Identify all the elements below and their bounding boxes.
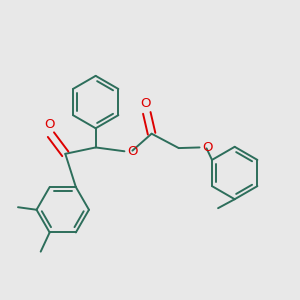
- Text: O: O: [140, 97, 151, 110]
- Text: O: O: [202, 141, 213, 154]
- Text: O: O: [44, 118, 55, 131]
- Text: O: O: [127, 145, 137, 158]
